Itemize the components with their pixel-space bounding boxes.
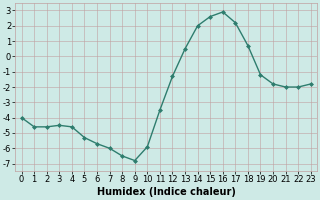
X-axis label: Humidex (Indice chaleur): Humidex (Indice chaleur) bbox=[97, 187, 236, 197]
